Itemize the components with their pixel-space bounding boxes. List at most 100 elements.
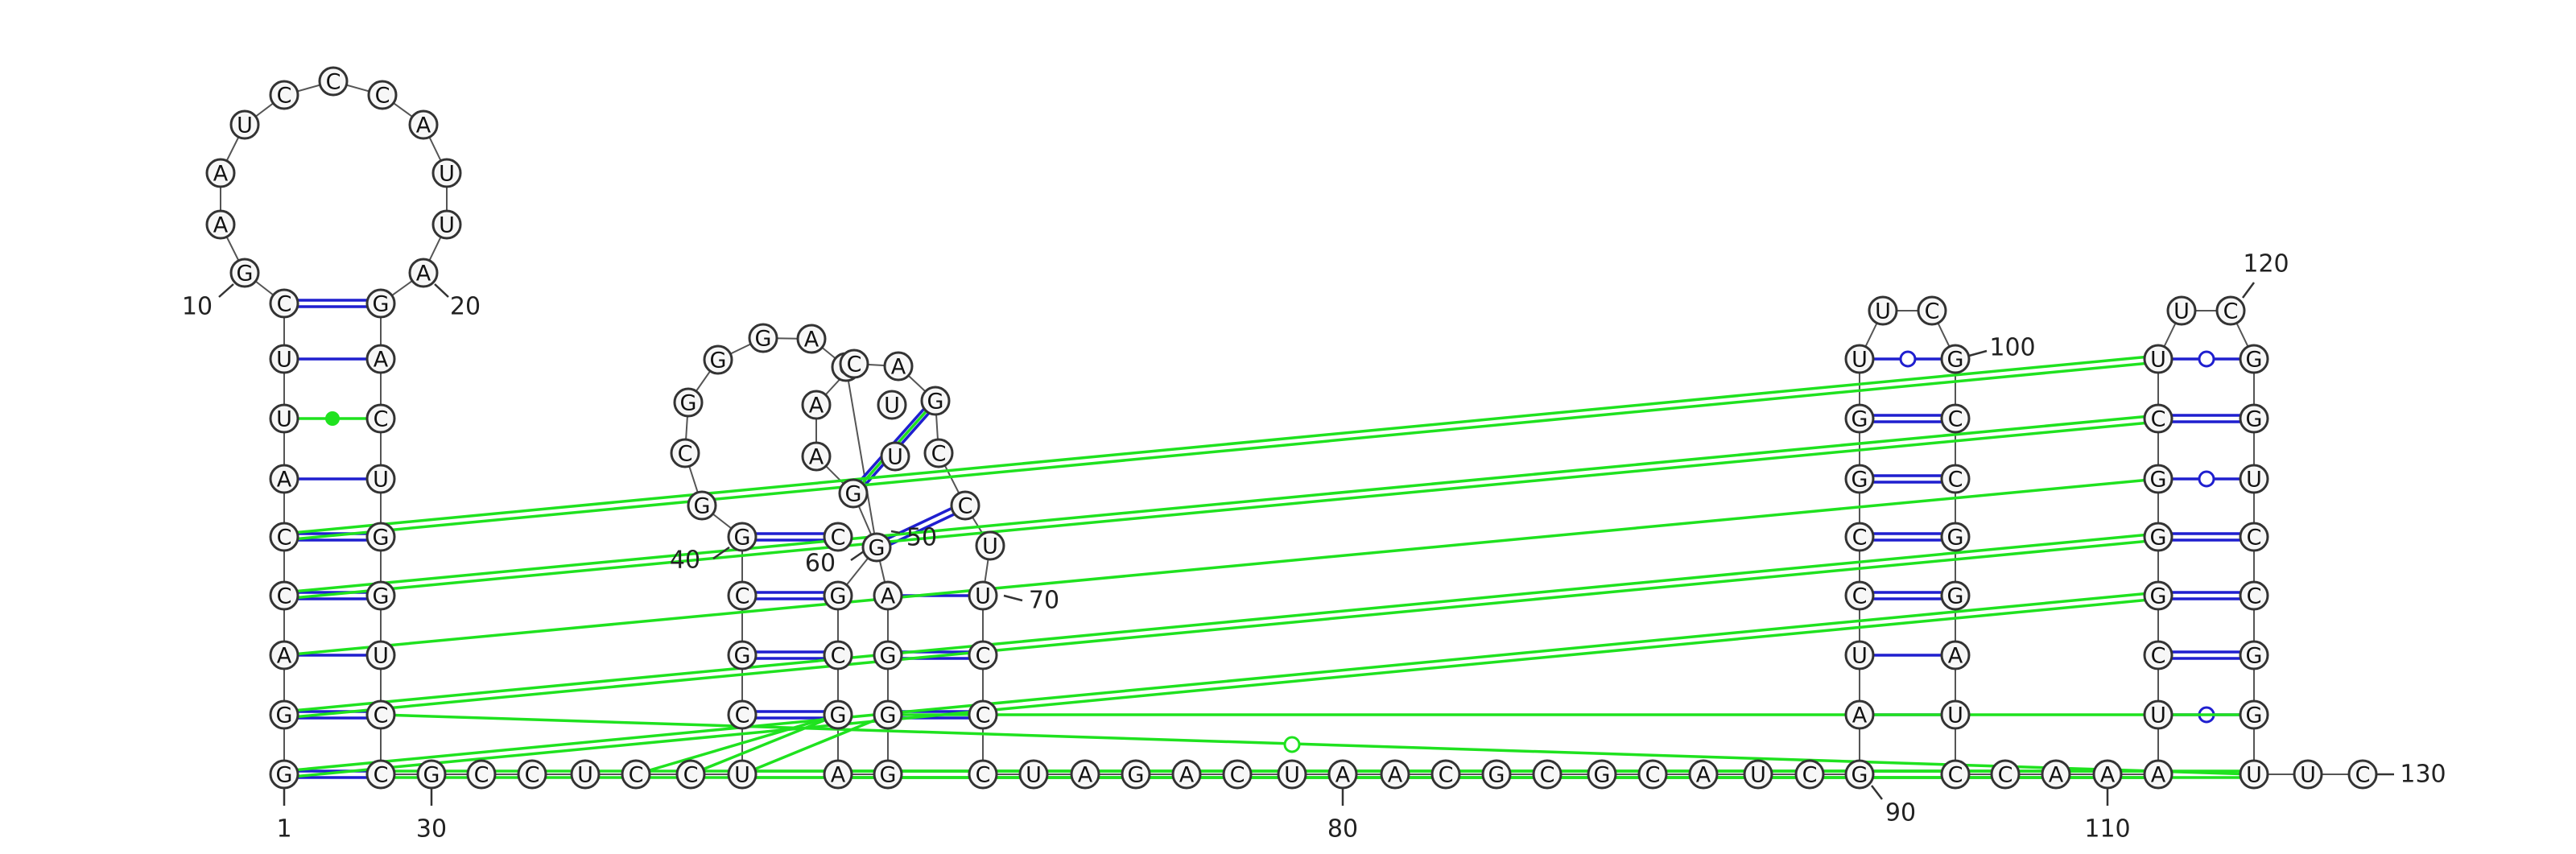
nucleotide: G [861,532,892,563]
nucleotide: A [823,759,853,790]
nucleotide: A [269,640,299,670]
nucleotide-letter: G [423,763,440,788]
nucleotide: G [2239,403,2269,434]
nucleotide-letter: G [1947,348,1964,373]
base-pair-line [380,713,2255,776]
nucleotide-letter: U [1026,763,1042,788]
nucleotide: U [880,441,910,472]
nucleotide-letter: C [277,526,292,551]
nucleotide-letter: G [830,703,847,728]
position-label: 90 [1885,799,1916,827]
nucleotide: G [229,258,260,288]
nucleotide-letter: G [694,494,711,519]
base-pair-line [283,532,2158,713]
nucleotide: C [365,759,396,790]
nucleotide: C [1430,759,1461,790]
nucleotide: C [670,438,700,468]
nucleotide: C [2143,640,2174,670]
wobble-pair-marker [2198,470,2215,488]
nucleotide: U [431,158,462,188]
nucleotide: C [2143,403,2174,434]
position-label: 20 [450,293,481,321]
nucleotide-letter: G [2246,348,2263,373]
nucleotide-letter: U [276,348,292,373]
nucleotide-letter: A [891,355,906,380]
nucleotide-letter: C [474,763,489,788]
nucleotide-letter: G [880,703,897,728]
nucleotide: A [205,158,236,188]
nucleotide: G [920,386,951,416]
nucleotide-letter: U [1284,763,1300,788]
nucleotide: U [2239,464,2269,494]
nucleotide: A [1844,699,1875,730]
nucleotide: U [229,109,260,140]
nucleotide: C [621,759,651,790]
nucleotide-letter: G [373,526,390,551]
nucleotide: C [1844,580,1875,611]
nucleotide: A [2041,759,2071,790]
nucleotide-letter: G [1128,763,1145,788]
nucleotide: U [968,580,998,611]
numbering-tick [218,283,234,298]
position-number: 60 [805,550,836,578]
position-label: 40 [670,547,700,575]
position-label: 130 [2400,761,2446,789]
nucleotide: U [2166,295,2197,326]
nucleotide-letter: C [831,644,846,669]
nucleotide-letter: C [735,703,750,728]
nucleotide: C [2239,522,2269,552]
position-number: 120 [2243,250,2289,278]
position-number: 70 [1029,587,1059,615]
nucleotide-letter: U [1852,348,1868,373]
nucleotide: U [1940,699,1971,730]
position-label: 80 [1327,815,1358,844]
numbering-tick [1968,349,1988,357]
nucleotide: G [2143,464,2174,494]
nucleotide: G [416,759,447,790]
nucleotide: A [269,464,299,494]
nucleotide-letter: A [1078,763,1093,788]
nucleotide-letter: U [237,113,253,138]
nucleotide: G [1844,403,1875,434]
nucleotide: C [2215,295,2246,326]
nucleotide-letter: U [373,644,389,669]
nucleotide: C [823,522,853,552]
nucleotide-letter: C [277,584,292,609]
nucleotide-letter: A [416,113,431,138]
nucleotide-letter: C [976,644,991,669]
nucleotide-letter: A [1852,703,1868,728]
nucleotide: G [838,478,869,509]
position-number: 30 [416,815,447,844]
nucleotide-letter: C [976,703,991,728]
nucleotide-letter: G [830,584,847,609]
nucleotide: G [673,387,704,418]
nucleotide: C [823,640,853,670]
wobble-pair-marker [2198,350,2215,368]
nucleotide: G [1481,759,1512,790]
nucleotide-letter: C [277,84,292,109]
base-pair-line [283,477,2159,657]
nucleotide: U [2293,759,2323,790]
numbering-tick [1871,785,1883,800]
nucleotide-letter: C [678,442,693,467]
nucleotide: U [570,759,601,790]
nucleotide: U [1844,344,1875,374]
nucleotide-letter: A [1388,763,1403,788]
nucleotide: C [968,699,998,730]
nucleotide: C [950,490,980,521]
nucleotide-letter: U [975,584,991,609]
nucleotide: A [408,258,439,288]
nucleotide: G [2143,580,2174,611]
nucleotide: C [269,580,299,611]
backbone-layer [220,80,2363,775]
nucleotide: G [365,288,396,319]
nucleotide-letter: G [237,262,254,287]
nucleotide: C [1532,759,1563,790]
nucleotide-letter: A [1335,763,1351,788]
position-number: 100 [1989,334,2035,362]
nucleotide: C [269,80,299,110]
nucleotide-letter: U [884,394,900,419]
nucleotide: G [2143,522,2174,552]
nucleotide: G [1940,522,1971,552]
nucleotide-letter: C [629,763,644,788]
